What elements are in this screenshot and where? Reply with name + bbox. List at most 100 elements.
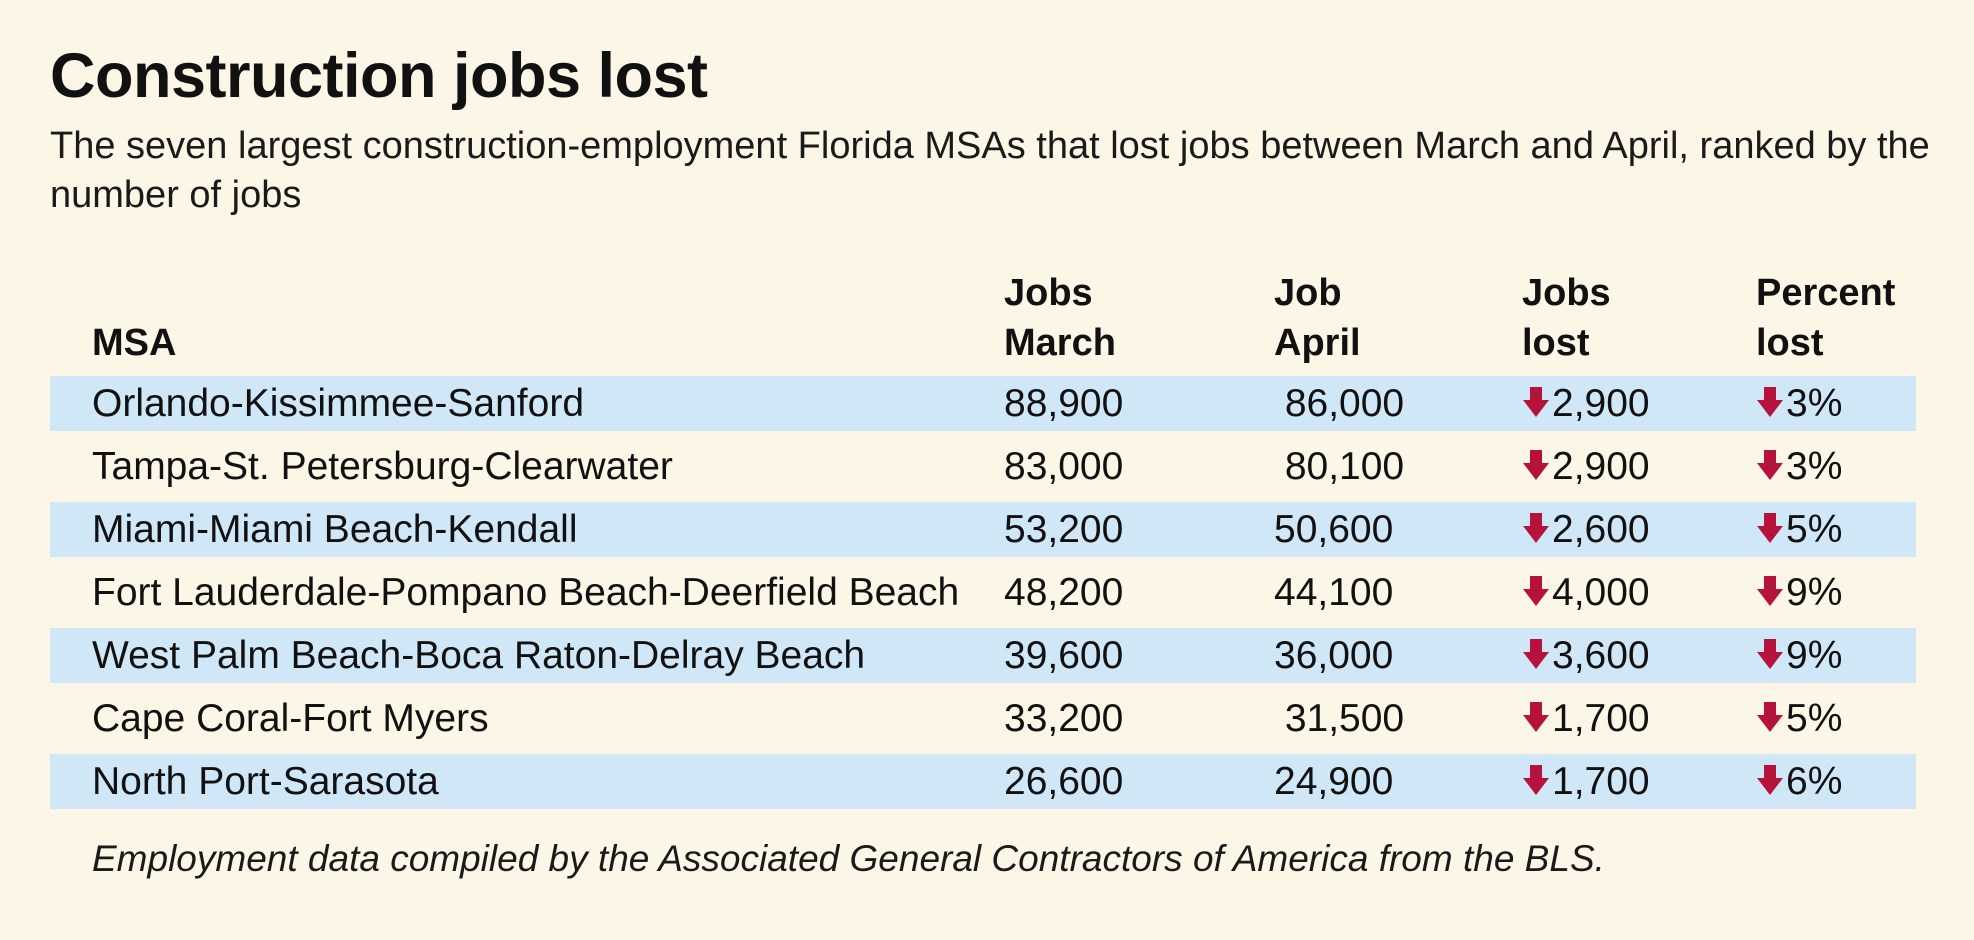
cell-jobs-lost: 2,900: [1522, 439, 1650, 494]
cell-jobs-lost: 2,900: [1522, 376, 1650, 431]
cell-jobs-march-value: 33,200: [1004, 697, 1124, 740]
cell-jobs-lost-value: 2,900: [1552, 382, 1650, 425]
down-arrow-icon: [1756, 637, 1784, 671]
down-arrow-icon: [1522, 763, 1550, 797]
cell-jobs-lost-value: 4,000: [1552, 571, 1650, 614]
cell-msa: Orlando-Kissimmee-Sanford: [92, 376, 584, 431]
cell-jobs-lost-value: 3,600: [1552, 634, 1650, 677]
down-arrow-icon: [1756, 763, 1784, 797]
down-arrow-icon: [1756, 448, 1784, 482]
cell-percent-lost-value: 3%: [1786, 445, 1843, 488]
down-arrow-icon: [1756, 385, 1784, 419]
cell-msa: Miami-Miami Beach-Kendall: [92, 502, 577, 557]
cell-percent-lost-value: 5%: [1786, 697, 1843, 740]
cell-percent-lost-value: 9%: [1786, 571, 1843, 614]
cell-jobs-lost: 3,600: [1522, 628, 1650, 683]
cell-msa: North Port-Sarasota: [92, 754, 439, 809]
cell-jobs-march-value: 83,000: [1004, 445, 1124, 488]
header-jobs-march: Jobs March: [1004, 272, 1116, 364]
table-row: West Palm Beach-Boca Raton-Delray Beach 3…: [50, 628, 1916, 683]
cell-jobs-april-value: 44,100: [1274, 571, 1394, 614]
cell-msa-value: Fort Lauderdale-Pompano Beach-Deerfield …: [92, 571, 960, 614]
cell-percent-lost: 9%: [1756, 565, 1842, 620]
cell-percent-lost: 5%: [1756, 691, 1842, 746]
cell-jobs-april-value: 36,000: [1274, 634, 1394, 677]
cell-percent-lost-value: 9%: [1786, 634, 1843, 677]
cell-percent-lost: 5%: [1756, 502, 1842, 557]
down-arrow-icon: [1522, 700, 1550, 734]
cell-msa: West Palm Beach-Boca Raton-Delray Beach: [92, 628, 865, 683]
down-arrow-icon: [1756, 574, 1784, 608]
cell-jobs-march: 39,600: [1004, 628, 1123, 683]
table-body: Orlando-Kissimmee-Sanford 88,900 86,000 2,…: [50, 376, 1916, 809]
cell-jobs-lost: 2,600: [1522, 502, 1650, 557]
down-arrow-icon: [1522, 448, 1550, 482]
cell-jobs-lost-value: 1,700: [1552, 697, 1650, 740]
header-percent-lost: Percent lost: [1756, 272, 1896, 364]
cell-jobs-march-value: 26,600: [1004, 760, 1124, 803]
cell-msa-value: Orlando-Kissimmee-Sanford: [92, 382, 585, 425]
cell-msa-value: Cape Coral-Fort Myers: [92, 697, 489, 740]
cell-jobs-lost-value: 1,700: [1552, 760, 1650, 803]
cell-percent-lost: 3%: [1756, 439, 1842, 494]
down-arrow-icon: [1522, 511, 1550, 545]
chart-title: Construction jobs lost: [50, 41, 708, 111]
cell-jobs-april: 31,500: [1274, 691, 1404, 746]
table-row: Fort Lauderdale-Pompano Beach-Deerfield …: [50, 565, 1916, 620]
header-jobs-april: Job April: [1274, 272, 1361, 364]
table-row: North Port-Sarasota 26,600 24,900 1,700 6%: [50, 754, 1916, 809]
table-row: Orlando-Kissimmee-Sanford 88,900 86,000 2,…: [50, 376, 1916, 431]
table-header: MSA Jobs March Job April Jobs lost Perce…: [50, 268, 1916, 376]
cell-msa: Cape Coral-Fort Myers: [92, 691, 489, 746]
down-arrow-icon: [1522, 574, 1550, 608]
cell-percent-lost: 9%: [1756, 628, 1842, 683]
table-row: Cape Coral-Fort Myers 33,200 31,500 1,700 5…: [50, 691, 1916, 746]
cell-jobs-april-value: 31,500: [1274, 697, 1405, 740]
cell-jobs-march-value: 53,200: [1004, 508, 1124, 551]
cell-jobs-march-value: 39,600: [1004, 634, 1124, 677]
table-row: Miami-Miami Beach-Kendall 53,200 50,600 2,6…: [50, 502, 1916, 557]
cell-jobs-april: 86,000: [1274, 376, 1404, 431]
cell-jobs-march-value: 88,900: [1004, 382, 1124, 425]
cell-percent-lost: 6%: [1756, 754, 1842, 809]
down-arrow-icon: [1756, 511, 1784, 545]
cell-jobs-lost: 4,000: [1522, 565, 1650, 620]
cell-jobs-lost: 1,700: [1522, 754, 1650, 809]
down-arrow-icon: [1756, 700, 1784, 734]
cell-msa-value: North Port-Sarasota: [92, 760, 439, 803]
down-arrow-icon: [1522, 637, 1550, 671]
cell-jobs-april-value: 80,100: [1274, 445, 1405, 488]
down-arrow-icon: [1522, 385, 1550, 419]
chart-subtitle: The seven largest construction-employmen…: [50, 125, 1930, 216]
cell-msa: Fort Lauderdale-Pompano Beach-Deerfield …: [92, 565, 959, 620]
cell-percent-lost-value: 6%: [1786, 760, 1843, 803]
cell-percent-lost: 3%: [1756, 376, 1842, 431]
header-jobs-lost: Jobs lost: [1522, 272, 1611, 364]
cell-percent-lost-value: 5%: [1786, 508, 1843, 551]
cell-jobs-lost: 1,700: [1522, 691, 1650, 746]
cell-percent-lost-value: 3%: [1786, 382, 1843, 425]
cell-jobs-march-value: 48,200: [1004, 571, 1124, 614]
cell-jobs-april: 80,100: [1274, 439, 1404, 494]
cell-jobs-april: 36,000: [1274, 628, 1393, 683]
cell-jobs-march: 53,200: [1004, 502, 1123, 557]
jobs-table: MSA Jobs March Job April Jobs lost Perce…: [50, 268, 1916, 817]
cell-jobs-lost-value: 2,600: [1552, 508, 1650, 551]
cell-jobs-april-value: 86,000: [1274, 382, 1405, 425]
cell-jobs-april-value: 24,900: [1274, 760, 1394, 803]
cell-jobs-april: 50,600: [1274, 502, 1393, 557]
cell-jobs-april: 24,900: [1274, 754, 1393, 809]
cell-jobs-april: 44,100: [1274, 565, 1393, 620]
cell-msa: Tampa-St. Petersburg-Clearwater: [92, 439, 673, 494]
cell-msa-value: West Palm Beach-Boca Raton-Delray Beach: [92, 634, 866, 677]
cell-jobs-april-value: 50,600: [1274, 508, 1394, 551]
header-msa: MSA: [92, 322, 177, 364]
table-row: Tampa-St. Petersburg-Clearwater 83,000 80…: [50, 439, 1916, 494]
cell-jobs-march: 88,900: [1004, 376, 1123, 431]
footnote: Employment data compiled by the Associat…: [92, 838, 1605, 879]
cell-jobs-lost-value: 2,900: [1552, 445, 1650, 488]
cell-jobs-march: 48,200: [1004, 565, 1123, 620]
cell-jobs-march: 33,200: [1004, 691, 1123, 746]
cell-msa-value: Miami-Miami Beach-Kendall: [92, 508, 578, 551]
cell-jobs-march: 26,600: [1004, 754, 1123, 809]
